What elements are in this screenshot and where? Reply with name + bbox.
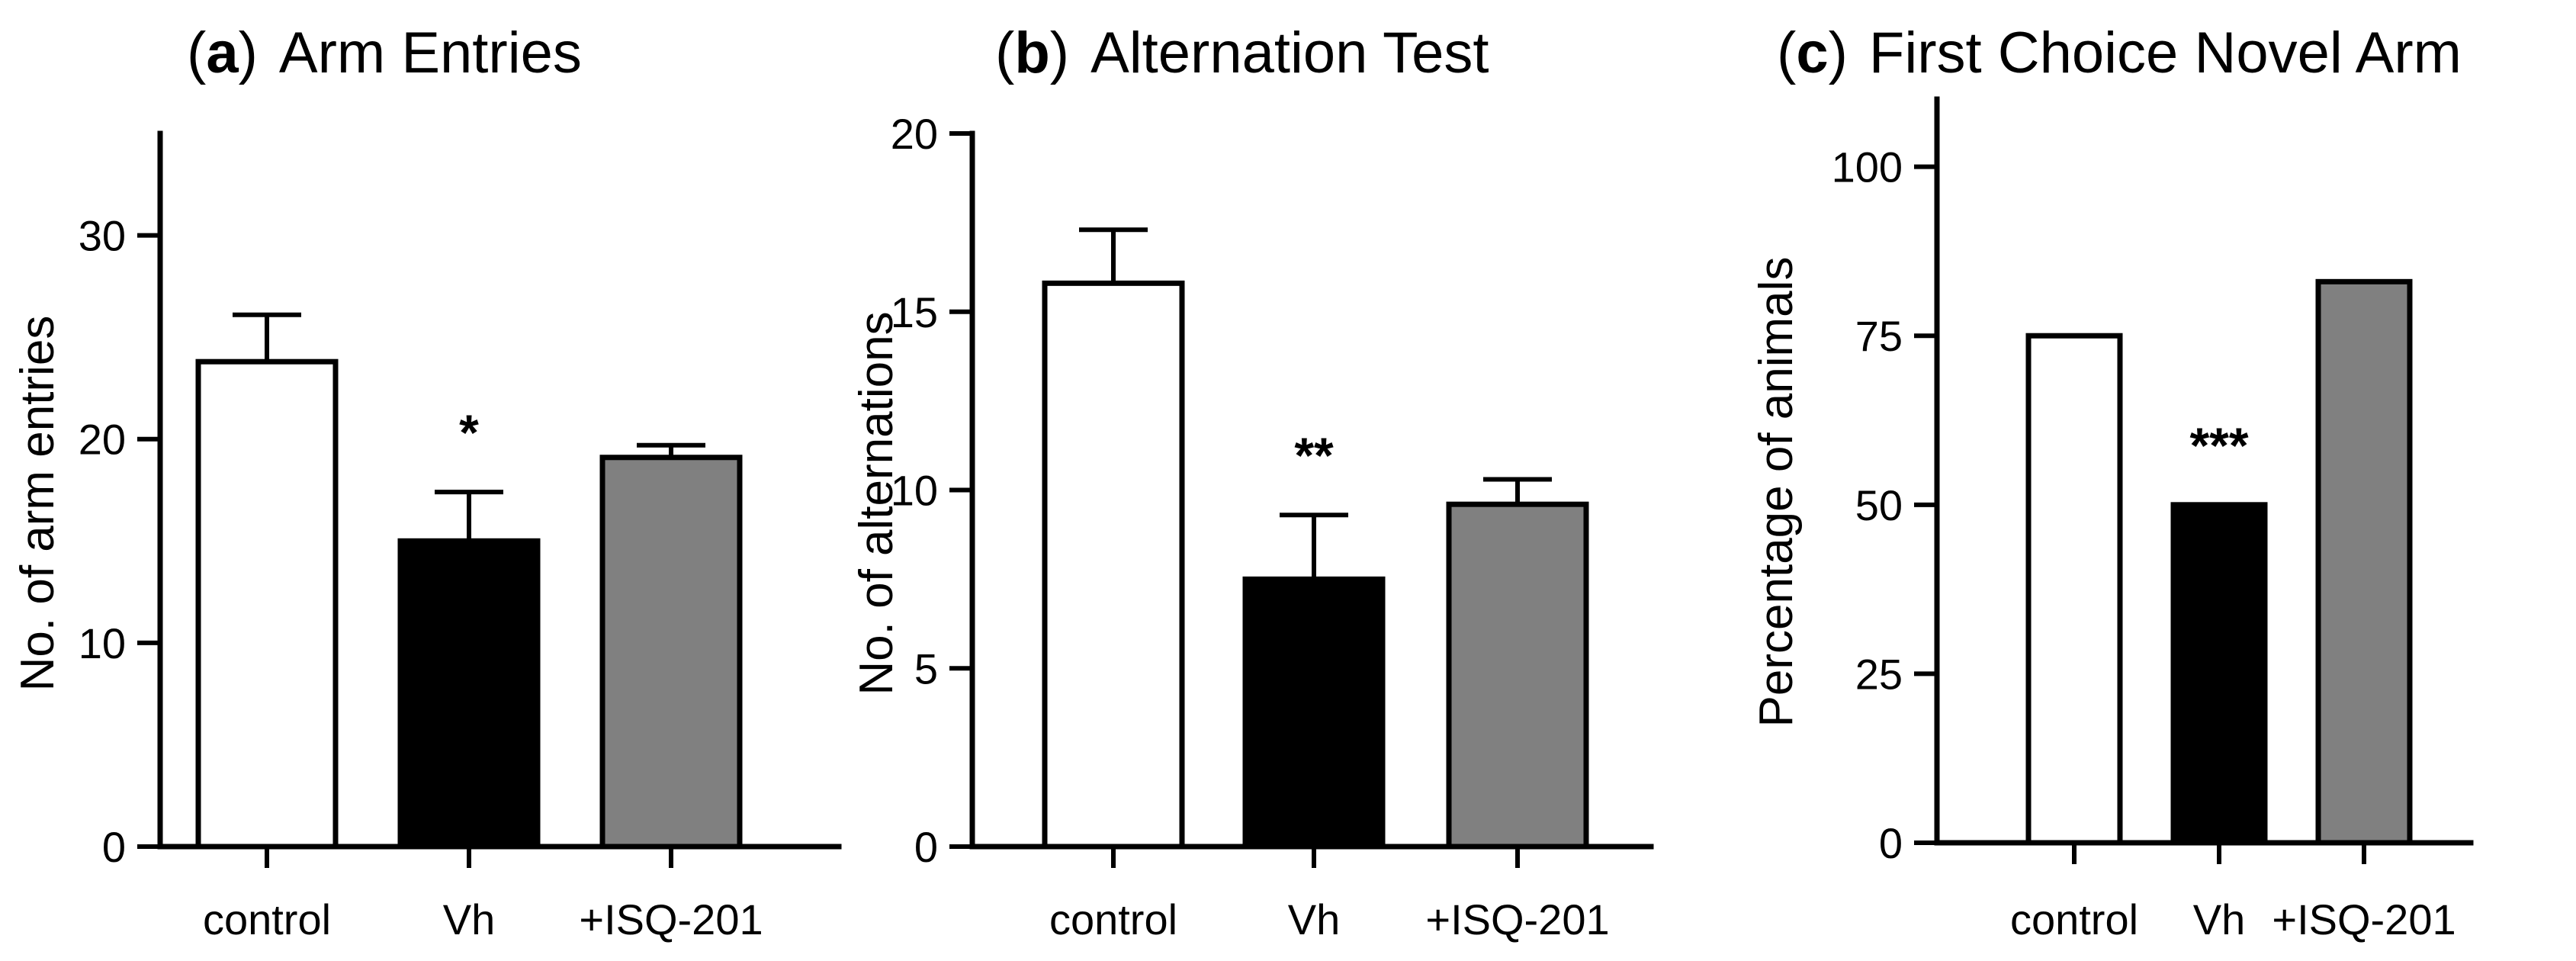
title-text: Arm Entries — [279, 21, 582, 85]
panel-label: c — [1796, 21, 1828, 85]
x-tick-label: control — [2010, 895, 2138, 943]
y-tick-label: 10 — [891, 467, 938, 515]
y-axis-label: Percentage of animals — [1750, 257, 1803, 728]
bar-1 — [1042, 280, 1185, 850]
y-tick-label: 15 — [891, 288, 938, 336]
x-tick-label: Vh — [2193, 895, 2246, 943]
y-tick-label: 75 — [1855, 312, 1903, 360]
panel-b: (b) Alternation Test No. of alternations 0 5… — [850, 21, 1654, 943]
y-tick-label: 100 — [1832, 143, 1903, 191]
y-tick-label: 30 — [79, 212, 126, 260]
chart-title: (b) Alternation Test — [995, 21, 1489, 85]
title-paren-close: ) — [1829, 21, 1848, 85]
x-tick-label: control — [203, 895, 331, 943]
x-tick-label: +ISQ-201 — [579, 895, 763, 943]
title-paren-close: ) — [239, 21, 258, 85]
x-tick-label: control — [1049, 895, 1177, 943]
y-tick-label: 0 — [914, 823, 938, 871]
x-tick-label: +ISQ-201 — [1425, 895, 1609, 943]
panel-c: (c) First Choice Novel Arm Percentage of a… — [1750, 21, 2474, 943]
bar-3 — [2315, 278, 2413, 846]
y-tick-label: 0 — [102, 823, 126, 871]
significance-marker: ** — [1294, 427, 1334, 484]
y-axis-label: No. of arm entries — [11, 316, 64, 692]
chart-title: (c) First Choice Novel Arm — [1777, 21, 2462, 85]
bar-1 — [2025, 333, 2123, 846]
x-tick-label: Vh — [443, 895, 496, 943]
title-paren-open: ( — [995, 21, 1014, 85]
title-paren-open: ( — [1777, 21, 1796, 85]
title-paren-open: ( — [187, 21, 206, 85]
bar-2 — [1242, 576, 1386, 850]
y-tick-label: 25 — [1855, 650, 1903, 698]
y-axis-label: No. of alternations — [850, 311, 903, 695]
panel-label: a — [206, 21, 239, 85]
y-tick-label: 10 — [79, 619, 126, 667]
x-tick-label: Vh — [1288, 895, 1341, 943]
bar-2 — [2170, 502, 2268, 846]
panel-a: (a) Arm Entries No. of arm entries 0 10 20 30 c… — [11, 21, 842, 943]
x-tick-label: +ISQ-201 — [2272, 895, 2456, 943]
title-text: First Choice Novel Arm — [1869, 21, 2462, 85]
bar-3 — [1446, 501, 1589, 850]
bar-2 — [397, 538, 541, 850]
y-tick-label: 20 — [79, 416, 126, 464]
bar-3 — [599, 455, 743, 850]
y-tick-label: 0 — [1879, 819, 1903, 867]
significance-marker: * — [459, 404, 479, 461]
bar-1 — [195, 358, 339, 850]
title-paren-close: ) — [1050, 21, 1069, 85]
chart-title: (a) Arm Entries — [187, 21, 582, 85]
title-text: Alternation Test — [1090, 21, 1489, 85]
panel-label: b — [1014, 21, 1049, 85]
y-tick-label: 50 — [1855, 481, 1903, 529]
significance-marker: *** — [2189, 417, 2248, 474]
y-tick-label: 20 — [891, 110, 938, 158]
y-tick-label: 5 — [914, 644, 938, 693]
